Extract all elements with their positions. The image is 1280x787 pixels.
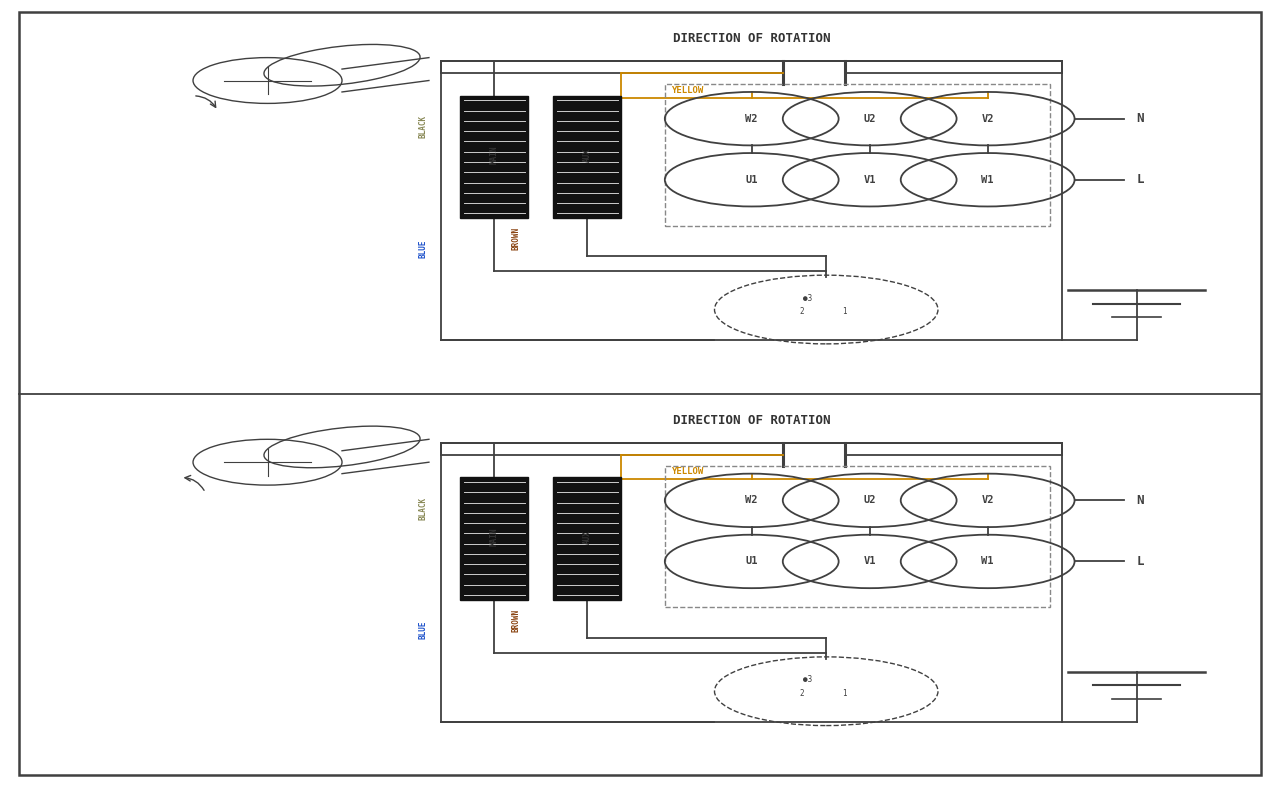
Text: ●3: ●3: [803, 294, 813, 302]
FancyBboxPatch shape: [460, 96, 529, 218]
Text: DIRECTION OF ROTATION: DIRECTION OF ROTATION: [673, 414, 831, 427]
Text: 1: 1: [842, 307, 847, 316]
Text: U2: U2: [864, 495, 876, 505]
Text: AUX: AUX: [582, 530, 591, 544]
Text: MAIN: MAIN: [490, 527, 499, 546]
Text: N: N: [1137, 113, 1144, 125]
Text: YELLOW: YELLOW: [671, 86, 703, 94]
Text: DIRECTION OF ROTATION: DIRECTION OF ROTATION: [673, 32, 831, 45]
Text: BLUE: BLUE: [419, 621, 428, 639]
Text: N: N: [1137, 494, 1144, 507]
Text: 2: 2: [799, 307, 804, 316]
Text: BROWN: BROWN: [511, 609, 521, 632]
Text: L: L: [1137, 173, 1144, 187]
Text: 1: 1: [842, 689, 847, 697]
FancyBboxPatch shape: [460, 478, 529, 600]
Text: V1: V1: [864, 556, 876, 567]
Text: L: L: [1137, 555, 1144, 568]
Text: BLACK: BLACK: [419, 497, 428, 519]
Text: U2: U2: [864, 113, 876, 124]
Text: YELLOW: YELLOW: [671, 467, 703, 476]
Text: W1: W1: [982, 175, 993, 185]
FancyBboxPatch shape: [553, 96, 621, 218]
Text: W2: W2: [745, 495, 758, 505]
Text: BLACK: BLACK: [419, 115, 428, 138]
Text: U1: U1: [745, 175, 758, 185]
Text: W2: W2: [745, 113, 758, 124]
Text: V2: V2: [982, 495, 993, 505]
Text: 2: 2: [799, 689, 804, 697]
Text: W1: W1: [982, 556, 993, 567]
Text: ●3: ●3: [803, 675, 813, 684]
Text: AUX: AUX: [582, 148, 591, 162]
Text: V2: V2: [982, 113, 993, 124]
Text: V1: V1: [864, 175, 876, 185]
Text: MAIN: MAIN: [490, 146, 499, 164]
Text: BLUE: BLUE: [419, 239, 428, 257]
Text: BROWN: BROWN: [511, 227, 521, 250]
FancyBboxPatch shape: [553, 478, 621, 600]
Text: U1: U1: [745, 556, 758, 567]
